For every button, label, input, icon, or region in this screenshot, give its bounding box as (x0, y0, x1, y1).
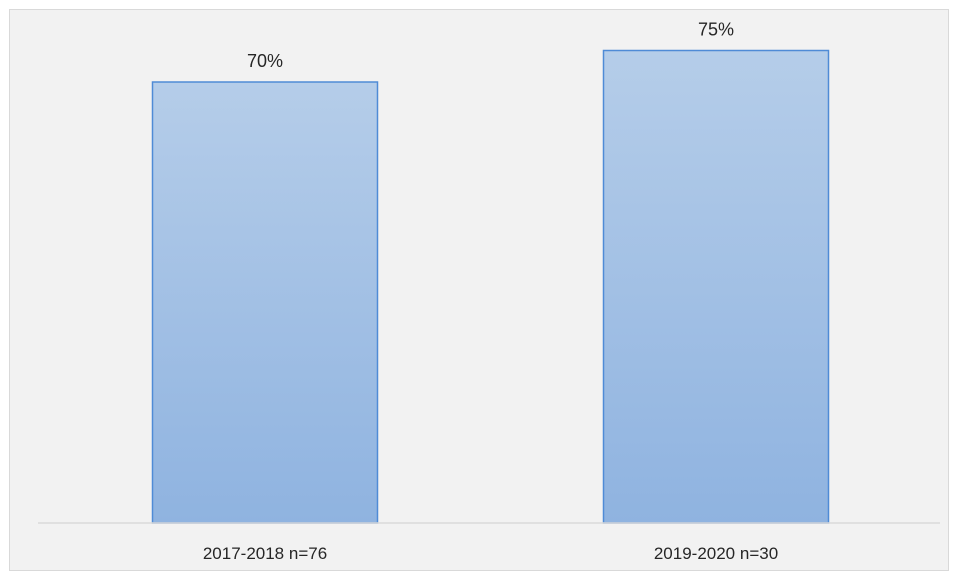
bars-group (151, 49, 830, 524)
bar-1 (151, 81, 379, 524)
x-tick-label-2: 2019-2020 n=30 (654, 544, 778, 563)
bar-2 (602, 49, 830, 524)
labels-group: 70% 2017-2018 n=76 75% 2019-2020 n=30 (203, 20, 778, 564)
x-tick-label-1: 2017-2018 n=76 (203, 544, 327, 563)
data-label-1: 70% (247, 51, 283, 71)
data-label-2: 75% (698, 20, 734, 40)
